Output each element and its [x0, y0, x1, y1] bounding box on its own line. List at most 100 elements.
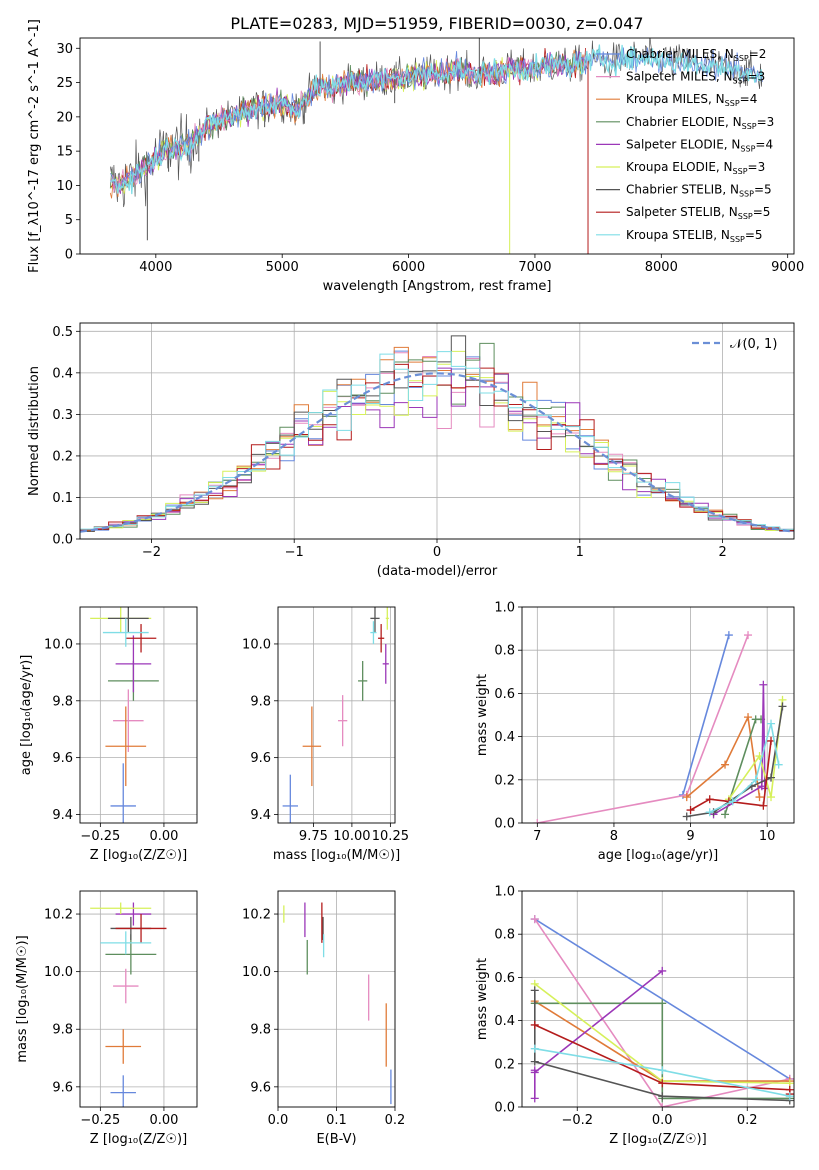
marker-chabrier_stelib	[767, 773, 776, 782]
y-tick-label: 0.0	[494, 817, 515, 832]
marker-chabrier_elodie	[658, 999, 667, 1008]
series-line-kroupa_miles	[686, 714, 761, 798]
y-tick-label: 0.0	[52, 533, 73, 548]
plot-area	[530, 915, 794, 1107]
legend-label: Chabrier MILES, NSSP=2	[626, 47, 766, 63]
spectrum-model-line-salpeter_elodie	[110, 50, 586, 194]
x-tick-label: 5000	[266, 260, 299, 275]
x-tick-label: 1	[576, 545, 584, 560]
y-axis-label: mass [log₁₀(M/M☉)]	[15, 935, 30, 1062]
x-tick-label: 0.0	[652, 1113, 673, 1128]
y-tick-label: 10	[56, 179, 73, 194]
x-tick-label: −0.25	[80, 829, 120, 844]
marker-chabrier_elodie	[721, 810, 730, 819]
y-tick-label: 9.6	[52, 1080, 73, 1095]
x-tick-label: 0.2	[737, 1113, 758, 1128]
x-axis-label: Z [log₁₀(Z/Z☉)]	[90, 1132, 187, 1147]
y-tick-label: 5	[65, 213, 73, 228]
x-tick-label: 4000	[139, 260, 172, 275]
plot-area	[90, 902, 167, 1107]
marker-kroupa_miles	[755, 793, 764, 802]
marker-kroupa_stelib	[767, 719, 776, 728]
marker-kroupa_stelib	[705, 808, 714, 817]
x-axis-label: age [log₁₀(age/yr)]	[598, 848, 719, 863]
marker-salpeter_elodie	[530, 1094, 539, 1103]
x-tick-label: 8	[610, 829, 618, 844]
x-tick-label: 0.00	[149, 1113, 178, 1128]
plot-area	[109, 38, 763, 254]
y-tick-label: 0.4	[494, 730, 515, 745]
y-tick-label: 10.2	[242, 908, 271, 923]
normal-curve	[80, 372, 794, 533]
x-axis-label: mass [log₁₀(M/M☉)]	[273, 848, 400, 863]
marker-salpeter_miles	[533, 819, 542, 823]
x-tick-label: 7	[533, 829, 541, 844]
marker-salpeter_stelib	[686, 806, 695, 815]
x-tick-label: −0.25	[80, 1113, 120, 1128]
y-axis-label: mass weight	[475, 958, 490, 1040]
x-tick-label: 10	[759, 829, 776, 844]
y-tick-label: 0.4	[494, 1014, 515, 1029]
y-tick-label: 30	[56, 42, 73, 57]
marker-kroupa_miles	[682, 793, 691, 802]
series-line-salpeter_elodie	[713, 684, 766, 816]
x-axis-label: Z [log₁₀(Z/Z☉)]	[609, 1132, 706, 1147]
panel-age_vs_mass: 9.75 10.00 10.25 9.4 9.6 9.8 10.0 mass [log₁₀(M…	[242, 606, 409, 863]
y-tick-label: 0.3	[52, 408, 73, 423]
x-tick-label: 6000	[392, 260, 425, 275]
marker-chabrier_stelib	[658, 1092, 667, 1101]
series-line-chabrier_miles	[534, 918, 791, 1080]
y-tick-label: 0.8	[494, 928, 515, 943]
panel-massweight_vs_z: −0.2 0.0 0.2 0.0 0.2 0.4 0.6 0.8 1.0 Z [log₁₀(Z/Z…	[475, 885, 795, 1147]
x-tick-label: 10.25	[372, 829, 409, 844]
y-tick-label: 15	[56, 145, 73, 160]
x-tick-label: 7000	[518, 260, 551, 275]
x-axis-label: (data-model)/error	[377, 564, 498, 579]
y-tick-label: 9.8	[250, 1023, 271, 1038]
plot-area	[282, 607, 389, 823]
x-tick-label: 0.1	[326, 1113, 347, 1128]
marker-chabrier_stelib	[682, 812, 691, 821]
legend-label: Kroupa STELIB, NSSP=5	[626, 228, 763, 244]
y-tick-label: 10.2	[44, 908, 73, 923]
legend-label: Kroupa ELODIE, NSSP=3	[626, 160, 765, 176]
legend-label: Kroupa MILES, NSSP=4	[626, 92, 757, 108]
y-tick-label: 9.8	[52, 1023, 73, 1038]
panel-residuals: −2 −1 0 1 2 0.0 0.1 0.2 0.3 0.4 0.5 (data-model)/er…	[27, 322, 795, 579]
marker-salpeter_miles	[744, 631, 753, 640]
x-tick-label: −0.2	[561, 1113, 593, 1128]
marker-salpeter_stelib	[658, 1079, 667, 1088]
marker-chabrier_stelib	[530, 1057, 539, 1066]
axes-frame	[79, 606, 198, 824]
y-tick-label: 20	[56, 110, 73, 125]
x-axis-label: E(B-V)	[316, 1132, 356, 1147]
y-tick-label: 10.0	[242, 637, 271, 652]
panel-massweight_vs_age: 7 8 9 10 0.0 0.2 0.4 0.6 0.8 1.0 age [log₁₀(age/yr…	[475, 601, 795, 863]
marker-salpeter_elodie	[658, 966, 667, 975]
series-line-salpeter_miles	[537, 634, 749, 823]
legend: Chabrier MILES, NSSP=2 Salpeter MILES, NS…	[596, 47, 774, 244]
marker-salpeter_stelib	[530, 1020, 539, 1029]
marker-salpeter_miles	[658, 1103, 667, 1107]
y-tick-label: 0.2	[52, 449, 73, 464]
y-tick-label: 9.6	[52, 751, 73, 766]
panel-spectrum: 4000 5000 6000 7000 8000 9000 0 5 10 15 20 25 30 wave…	[27, 19, 804, 294]
marker-chabrier_stelib	[778, 702, 787, 711]
plot-area	[283, 902, 392, 1105]
marker-salpeter_stelib	[759, 801, 768, 810]
marker-chabrier_miles	[724, 631, 733, 640]
y-axis-label: Normed distribution	[27, 366, 42, 496]
histogram-kroupa_stelib	[80, 351, 794, 530]
marker-kroupa_stelib	[751, 775, 760, 784]
x-tick-label: −2	[142, 545, 161, 560]
x-tick-label: 0.2	[385, 1113, 406, 1128]
plot-area	[90, 607, 159, 823]
y-tick-label: 1.0	[494, 601, 515, 616]
y-tick-label: 9.8	[52, 694, 73, 709]
y-tick-label: 0.5	[52, 325, 73, 340]
y-tick-label: 25	[56, 76, 73, 91]
panel-mass_vs_z: −0.25 0.00 9.6 9.8 10.0 10.2 Z [log₁₀(Z/Z☉)] ma…	[15, 890, 198, 1147]
legend-label: Chabrier ELODIE, NSSP=3	[626, 115, 774, 131]
x-tick-label: 2	[718, 545, 726, 560]
